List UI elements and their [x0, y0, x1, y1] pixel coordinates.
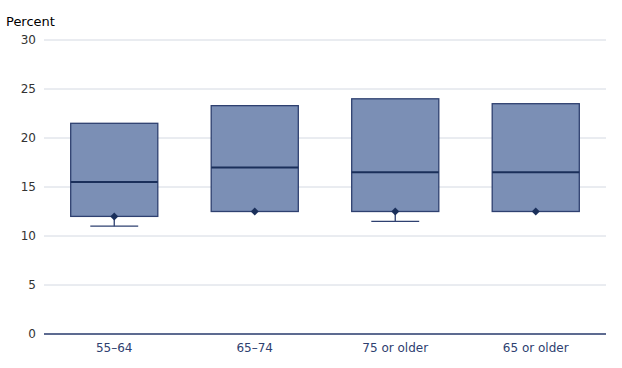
- grid-line: [44, 236, 606, 237]
- box-group: [211, 106, 298, 216]
- whisker-cap: [90, 226, 138, 227]
- chart-container: 0 5 10 15 20 25 30 Percent 55–64 65–74 75 or older…: [0, 0, 622, 368]
- x-tick-label: 65–74: [236, 341, 273, 355]
- box: [211, 106, 298, 212]
- box-group: [492, 104, 579, 216]
- y-axis-label: Percent: [6, 14, 55, 29]
- whisker-cap: [371, 221, 419, 222]
- median: [211, 166, 298, 168]
- grid-line: [44, 40, 606, 41]
- mean-marker: [532, 208, 540, 216]
- median: [492, 171, 579, 173]
- y-tick-label: 5: [28, 278, 36, 292]
- median: [352, 171, 439, 173]
- median: [71, 181, 158, 183]
- mean-marker: [110, 212, 118, 220]
- box-group: [71, 123, 158, 226]
- mean-marker: [251, 208, 259, 216]
- mean-marker: [391, 208, 399, 216]
- grid-line: [44, 334, 606, 335]
- x-tick-label: 75 or older: [362, 341, 428, 355]
- y-tick-label: 30: [21, 33, 36, 47]
- y-tick-label: 25: [21, 82, 36, 96]
- grid-line: [44, 89, 606, 90]
- chart: 0 5 10 15 20 25 30 Percent 55–64 65–74 75 or older…: [0, 0, 622, 368]
- x-axis: [44, 333, 606, 335]
- box: [71, 123, 158, 216]
- grid-line: [44, 285, 606, 286]
- box: [492, 104, 579, 212]
- y-tick-label: 15: [21, 180, 36, 194]
- box-group: [352, 99, 439, 222]
- boxes: [71, 99, 580, 226]
- y-tick-label: 10: [21, 229, 36, 243]
- x-tick-label: 55–64: [96, 341, 133, 355]
- grid: [44, 40, 606, 334]
- y-tick-label: 0: [28, 327, 36, 341]
- box: [352, 99, 439, 212]
- x-tick-label: 65 or older: [503, 341, 569, 355]
- y-tick-label: 20: [21, 131, 36, 145]
